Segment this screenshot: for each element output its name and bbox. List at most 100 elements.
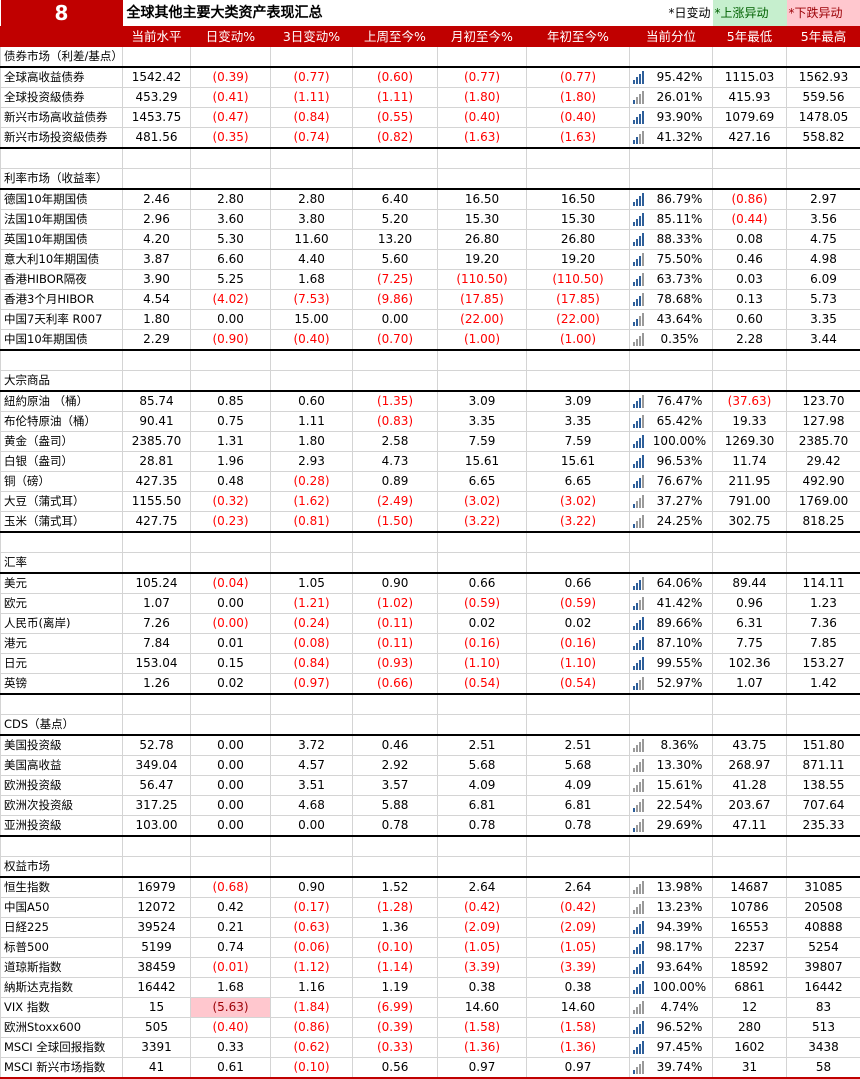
value-cell: 15.30 [527, 210, 630, 230]
value-cell: (1.58) [438, 1018, 527, 1038]
value-cell: (0.01) [191, 958, 271, 978]
value-cell: (3.02) [438, 492, 527, 512]
value-cell: (0.66) [353, 674, 438, 695]
signal-bar [633, 808, 635, 812]
percentile-cell: 100.00% [630, 432, 713, 452]
percentile-value: 76.67% [647, 472, 712, 491]
value-cell: 3.35 [787, 310, 860, 330]
blank-row [1, 350, 860, 371]
signal-bar [639, 1044, 641, 1053]
signal-bars-icon [633, 780, 647, 792]
signal-bar [642, 91, 644, 103]
value-cell: 2.46 [123, 189, 191, 210]
empty-cell [438, 836, 527, 857]
empty-cell [191, 371, 271, 392]
signal-bar [642, 253, 644, 265]
percentile-value: 8.36% [647, 736, 712, 755]
signal-bar [642, 779, 644, 791]
signal-bar [633, 768, 635, 772]
value-cell: (110.50) [438, 270, 527, 290]
signal-bar [636, 947, 638, 954]
signal-bar [642, 193, 644, 205]
value-cell: (1.84) [271, 998, 353, 1018]
percentile-cell: 75.50% [630, 250, 713, 270]
percentile-value: 87.10% [647, 634, 712, 653]
signal-bars-icon [633, 234, 647, 246]
empty-cell [713, 169, 787, 190]
value-cell: (0.42) [438, 898, 527, 918]
value-cell: 16.50 [527, 189, 630, 210]
percentile-cell: 13.23% [630, 898, 713, 918]
value-cell: 0.96 [713, 594, 787, 614]
signal-bar [636, 319, 638, 326]
signal-bars-icon [633, 962, 647, 974]
percentile-value: 75.50% [647, 250, 712, 269]
value-cell: 114.11 [787, 573, 860, 594]
signal-bar [633, 120, 635, 124]
value-cell: 19.20 [438, 250, 527, 270]
empty-cell [191, 169, 271, 190]
percentile-wrap: 96.53% [630, 452, 712, 471]
column-header: 当前水平 [123, 27, 191, 47]
empty-cell [787, 553, 860, 574]
asset-name: 美国投资級 [1, 735, 123, 756]
signal-bar [642, 293, 644, 305]
value-cell: 268.97 [713, 756, 787, 776]
percentile-value: 89.66% [647, 614, 712, 633]
percentile-value: 96.52% [647, 1018, 712, 1037]
percentile-wrap: 98.17% [630, 938, 712, 957]
value-cell: 5.30 [191, 230, 271, 250]
percentile-value: 29.69% [647, 816, 712, 835]
value-cell: 818.25 [787, 512, 860, 533]
value-cell: 89.44 [713, 573, 787, 594]
value-cell: (0.23) [191, 512, 271, 533]
value-cell: 2.29 [123, 330, 191, 351]
signal-bar [633, 100, 635, 104]
percentile-value: 97.45% [647, 1038, 712, 1057]
signal-bars-icon [633, 740, 647, 752]
percentile-cell: 93.90% [630, 108, 713, 128]
value-cell: 6.31 [713, 614, 787, 634]
signal-bar [639, 742, 641, 751]
signal-bar [633, 342, 635, 346]
empty-cell [353, 857, 438, 878]
value-cell: (0.60) [353, 67, 438, 88]
empty-cell [353, 715, 438, 736]
value-cell: 47.11 [713, 816, 787, 837]
percentile-cell: 41.32% [630, 128, 713, 149]
signal-bar [642, 677, 644, 689]
percentile-wrap: 63.73% [630, 270, 712, 289]
signal-bar [642, 455, 644, 467]
empty-cell [713, 532, 787, 553]
empty-cell [438, 371, 527, 392]
empty-cell [1, 148, 123, 169]
percentile-cell: 99.55% [630, 654, 713, 674]
value-cell: (5.63) [191, 998, 271, 1018]
empty-cell [271, 836, 353, 857]
percentile-wrap: 93.64% [630, 958, 712, 977]
signal-bar [636, 117, 638, 124]
value-cell: (0.84) [271, 108, 353, 128]
section-title: CDS（基点） [1, 715, 123, 736]
signal-bar [639, 398, 641, 407]
signal-bar [636, 339, 638, 346]
empty-cell [630, 350, 713, 371]
signal-bar [639, 1064, 641, 1073]
signal-bar [636, 421, 638, 428]
value-cell: 558.82 [787, 128, 860, 149]
signal-bar [636, 765, 638, 772]
signal-bars-icon [633, 436, 647, 448]
signal-bar [636, 825, 638, 832]
title-row: 8 全球其他主要大类资产表现汇总 *日变动 *上涨异动 *下跌异动 [1, 0, 860, 27]
value-cell: 1.80 [123, 310, 191, 330]
value-cell: (0.16) [438, 634, 527, 654]
signal-bar [636, 137, 638, 144]
